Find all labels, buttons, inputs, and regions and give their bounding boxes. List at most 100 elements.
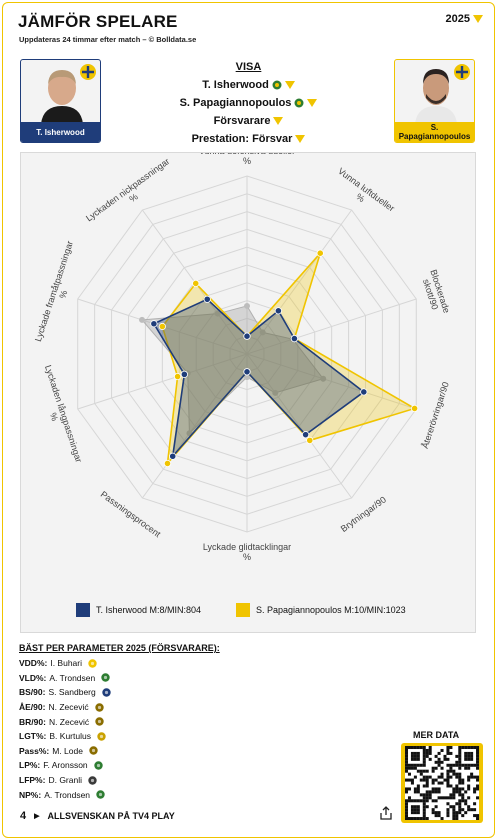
player-name: I. Buhari: [50, 658, 82, 669]
legend-label: S. Papagiannopoulos M:10/MIN:1023: [256, 605, 406, 615]
position-select-value: Försvarare: [213, 115, 271, 127]
axis-spoke: [246, 298, 417, 355]
visa-panel: VISA T. Isherwood S. Papagiannopoulos Fö…: [120, 58, 377, 148]
parameter-key: ÅE/90:: [19, 702, 46, 713]
series-point: [290, 334, 299, 343]
page-subtitle: Uppdateras 24 timmar efter match – © Bol…: [19, 35, 197, 44]
club-icon: [102, 688, 111, 697]
player-name: B. Kurtulus: [49, 731, 91, 742]
player1-select[interactable]: T. Isherwood: [120, 76, 377, 94]
position-select[interactable]: Försvarare: [120, 112, 377, 130]
footer-link[interactable]: 4 ▶ ALLSVENSKAN PÅ TV4 PLAY: [20, 810, 175, 822]
average-point: [320, 375, 327, 382]
qr-code[interactable]: [401, 743, 483, 823]
average-point: [259, 329, 266, 336]
club-icon: [88, 775, 97, 785]
average-point: [244, 302, 250, 309]
axis-label: Vunna defensiva dueller%: [199, 153, 295, 166]
series-point: [158, 322, 166, 331]
axis-label: Lyckade glidtacklingar%: [203, 542, 291, 562]
parameter-key: LGT%:: [19, 731, 47, 742]
best-list-item[interactable]: ÅE/90: N. Zecević: [19, 700, 111, 715]
parameter-key: LFP%:: [19, 775, 46, 786]
best-list-item[interactable]: BS/90: S. Sandberg: [19, 685, 111, 700]
player-name: A. Trondsen: [44, 789, 91, 800]
series-point: [316, 249, 324, 257]
player-photo: [41, 70, 83, 124]
player-name: M. Lode: [52, 745, 83, 756]
legend-swatch: [76, 603, 90, 617]
chevron-down-icon: [295, 135, 306, 143]
average-point: [139, 316, 146, 323]
axis-label: Återerövringar/90: [420, 381, 451, 450]
axis-label: Blockeradeskott/90: [419, 268, 452, 317]
parameter-key: NP%:: [19, 789, 42, 800]
axis-label: Vunna luftdueller%: [330, 166, 396, 222]
axis-spoke: [246, 353, 353, 499]
series-point: [274, 307, 282, 315]
axis-spoke: [77, 353, 248, 410]
chevron-down-icon: [307, 99, 318, 107]
tv4-logo: 4: [20, 810, 27, 822]
average-point: [272, 389, 279, 396]
mer-data-label: MER DATA: [413, 730, 460, 740]
club-icon: [94, 702, 104, 712]
series-point: [410, 404, 419, 413]
season-select[interactable]: 2025: [446, 13, 483, 25]
club-badge-icon: [454, 64, 470, 80]
axis-label: Passningsprocent: [99, 489, 163, 539]
series-point: [150, 320, 158, 328]
club-icon: [294, 98, 304, 108]
profile-select-value: Prestation: Försvar: [191, 133, 293, 145]
player1-select-value: T. Isherwood: [202, 79, 269, 91]
player-card-left[interactable]: T. Isherwood: [20, 59, 101, 143]
best-list-item[interactable]: VDD%: I. Buhari: [19, 656, 111, 671]
series-point: [301, 431, 310, 439]
share-icon[interactable]: [380, 806, 392, 820]
profile-select[interactable]: Prestation: Försvar: [120, 130, 377, 148]
axis-spoke: [141, 353, 248, 499]
club-icon: [101, 673, 110, 683]
series-point: [306, 436, 314, 445]
page-title: JÄMFÖR SPELARE: [18, 12, 178, 31]
series-point: [180, 370, 188, 378]
axis-label: Lyckaden nickpassningar%: [84, 156, 177, 231]
player-name: N. Zecević: [48, 702, 89, 713]
series-point: [203, 295, 211, 303]
parameter-key: BS/90:: [19, 687, 46, 698]
series-point: [173, 372, 182, 381]
player-name: F. Aronsson: [43, 760, 88, 771]
legend-swatch: [236, 603, 250, 617]
player-card-right[interactable]: S. Papagiannopoulos: [394, 59, 475, 143]
player-card-left-name: T. Isherwood: [21, 122, 100, 142]
best-list-item[interactable]: LFP%: D. Granli: [19, 773, 111, 788]
visa-heading: VISA: [235, 61, 262, 73]
axis-label: Brytningar/90: [339, 494, 388, 534]
best-list-item[interactable]: LGT%: B. Kurtulus: [19, 729, 111, 744]
series-point: [163, 459, 172, 468]
best-list-item[interactable]: LP%: F. Aronsson: [19, 758, 111, 773]
parameter-key: VDD%:: [19, 658, 48, 669]
club-icon: [95, 717, 104, 726]
player-name: N. Zecević: [48, 716, 90, 727]
series-point: [243, 368, 251, 376]
best-list-item[interactable]: NP%: A. Trondsen: [19, 787, 111, 802]
parameter-key: Pass%:: [19, 745, 50, 756]
best-list-item[interactable]: BR/90: N. Zecević: [19, 714, 111, 729]
axis-spoke: [246, 353, 417, 410]
club-icon: [96, 790, 105, 799]
club-icon: [89, 746, 98, 756]
best-list-item[interactable]: Pass%: M. Lode: [19, 744, 111, 759]
player2-select-value: S. Papagiannopoulos: [179, 97, 292, 109]
axis-label: Lyckaden långpassningar%: [33, 364, 83, 467]
chevron-down-icon: [284, 81, 295, 89]
club-icon: [272, 80, 282, 90]
player2-select[interactable]: S. Papagiannopoulos: [120, 94, 377, 112]
chevron-down-icon: [473, 15, 483, 23]
best-list-item[interactable]: VLD%: A. Trondsen: [19, 671, 111, 686]
player-name: D. Granli: [48, 775, 82, 786]
legend-label: T. Isherwood M:8/MIN:804: [96, 605, 202, 615]
parameter-key: LP%:: [19, 760, 41, 771]
play-icon: ▶: [34, 813, 40, 820]
